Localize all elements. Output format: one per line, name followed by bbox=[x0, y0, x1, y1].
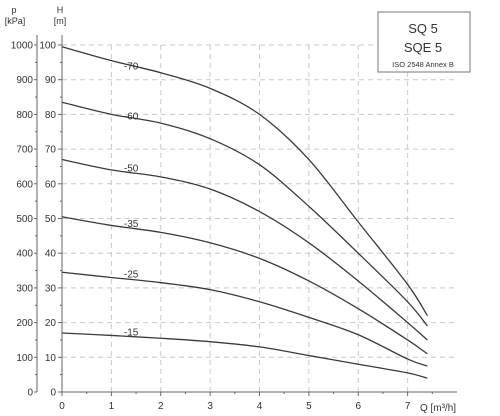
head-tick-label: 90 bbox=[45, 75, 57, 86]
curves bbox=[61, 46, 428, 379]
curve-label: -35 bbox=[124, 219, 139, 230]
curve-label: -70 bbox=[124, 61, 139, 72]
grid bbox=[62, 44, 457, 392]
head-tick-label: 50 bbox=[45, 214, 57, 225]
head-tick-label: 40 bbox=[45, 249, 57, 260]
curve-label: -50 bbox=[124, 164, 139, 175]
x-tick-label: 7 bbox=[405, 401, 411, 412]
head-axis-symbol: H bbox=[57, 5, 64, 15]
pressure-axis-units: [kPa] bbox=[5, 16, 26, 26]
pressure-tick-label: 200 bbox=[16, 318, 33, 329]
title-line-2: SQE 5 bbox=[404, 40, 442, 55]
head-tick-label: 0 bbox=[50, 388, 56, 399]
head-tick-label: 20 bbox=[45, 318, 57, 329]
curve-minus-60 bbox=[61, 101, 428, 327]
curve-label: -15 bbox=[124, 327, 139, 338]
pressure-tick-label: 0 bbox=[27, 388, 33, 399]
curve-minus-25 bbox=[61, 271, 428, 367]
curve-minus-35 bbox=[61, 216, 428, 355]
head-tick-label: 30 bbox=[45, 283, 57, 294]
pressure-tick-label: 600 bbox=[16, 179, 33, 190]
curve-label: -25 bbox=[124, 269, 139, 280]
pressure-tick-label: 700 bbox=[16, 145, 33, 156]
pressure-tick-label: 500 bbox=[16, 214, 33, 225]
pressure-axis-symbol: p bbox=[11, 5, 16, 15]
title-box-frame bbox=[377, 11, 471, 73]
pressure-tick-label: 1000 bbox=[11, 41, 34, 52]
title-box: SQ 5 SQE 5 ISO 2548 Annex B bbox=[377, 11, 471, 73]
x-axis-label: Q [m³/h] bbox=[420, 403, 456, 414]
x-tick-label: 0 bbox=[59, 401, 65, 412]
head-tick-label: 70 bbox=[45, 145, 57, 156]
axes: 0102030405060708090100010020030040050060… bbox=[11, 35, 457, 412]
curve-label: -60 bbox=[124, 112, 139, 123]
title-line-3: ISO 2548 Annex B bbox=[392, 60, 454, 69]
x-tick-label: 4 bbox=[257, 401, 263, 412]
head-axis-units: [m] bbox=[54, 16, 67, 26]
x-tick-label: 5 bbox=[306, 401, 312, 412]
x-tick-label: 2 bbox=[158, 401, 164, 412]
curve-minus-50 bbox=[61, 158, 428, 341]
pressure-tick-label: 800 bbox=[16, 110, 33, 121]
x-tick-label: 1 bbox=[109, 401, 115, 412]
x-tick-label: 3 bbox=[207, 401, 213, 412]
x-tick-label: 6 bbox=[355, 401, 361, 412]
pressure-tick-label: 300 bbox=[16, 283, 33, 294]
head-tick-label: 10 bbox=[45, 353, 57, 364]
pressure-tick-label: 900 bbox=[16, 75, 33, 86]
pressure-tick-label: 400 bbox=[16, 249, 33, 260]
head-tick-label: 60 bbox=[45, 179, 57, 190]
curve-minus-15 bbox=[61, 332, 428, 379]
head-tick-label: 80 bbox=[45, 110, 57, 121]
head-tick-label: 100 bbox=[39, 41, 56, 52]
curve-labels: -70 -60 -50 -35 -25 -15 bbox=[124, 61, 139, 338]
title-line-1: SQ 5 bbox=[408, 21, 438, 36]
curve-minus-70 bbox=[61, 46, 428, 317]
pressure-tick-label: 100 bbox=[16, 353, 33, 364]
